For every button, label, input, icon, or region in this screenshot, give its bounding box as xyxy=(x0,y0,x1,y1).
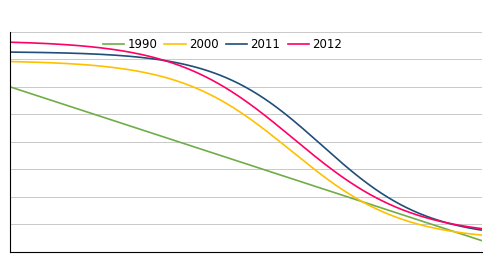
2011 xyxy=(405,207,411,210)
2000 xyxy=(288,149,294,152)
2000 xyxy=(405,220,411,223)
2012 xyxy=(288,135,294,138)
1990 xyxy=(405,215,411,218)
2011 xyxy=(8,51,14,54)
2012 xyxy=(435,219,441,222)
2000 xyxy=(479,233,485,237)
Line: 2011: 2011 xyxy=(10,52,482,230)
1990 xyxy=(296,179,302,183)
2000 xyxy=(435,227,441,230)
2012 xyxy=(296,142,302,145)
1990 xyxy=(435,225,441,228)
1990 xyxy=(286,176,292,179)
2012 xyxy=(479,227,485,230)
Line: 1990: 1990 xyxy=(10,87,482,241)
2012 xyxy=(286,134,292,137)
2012 xyxy=(405,210,411,213)
2012 xyxy=(8,41,14,44)
Line: 2012: 2012 xyxy=(10,42,482,229)
1990 xyxy=(7,85,13,89)
2012 xyxy=(7,41,13,44)
1990 xyxy=(288,177,294,180)
2011 xyxy=(288,117,294,120)
2011 xyxy=(286,116,292,119)
2000 xyxy=(286,148,292,151)
1990 xyxy=(8,86,14,89)
2011 xyxy=(296,123,302,127)
2000 xyxy=(8,60,14,63)
Legend: 1990, 2000, 2011, 2012: 1990, 2000, 2011, 2012 xyxy=(102,38,342,51)
2011 xyxy=(7,51,13,54)
2000 xyxy=(296,156,302,159)
2011 xyxy=(435,219,441,222)
2000 xyxy=(7,60,13,63)
1990 xyxy=(479,239,485,242)
2011 xyxy=(479,229,485,232)
Line: 2000: 2000 xyxy=(10,61,482,235)
